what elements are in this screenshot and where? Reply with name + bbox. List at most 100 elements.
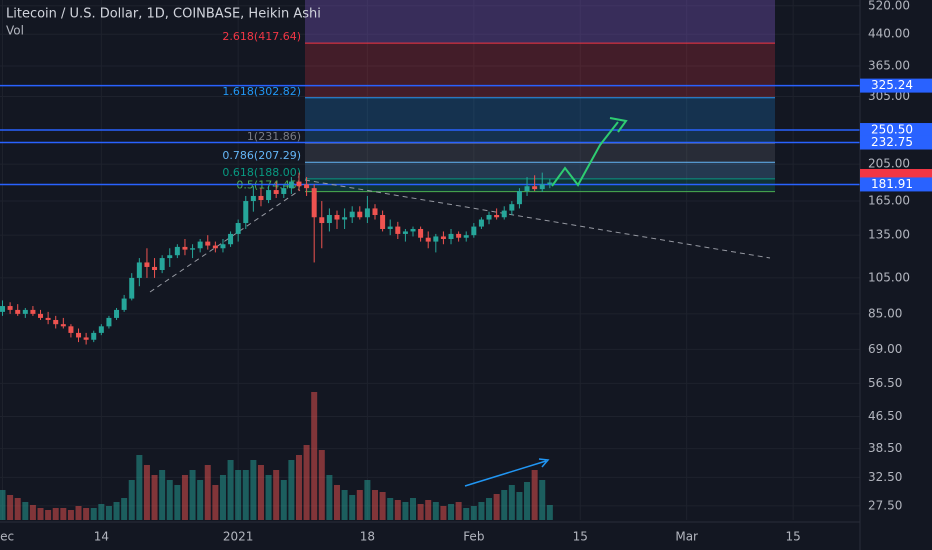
candle-body [159,258,165,271]
price-label-box [860,135,932,150]
candle-body [83,337,89,340]
volume-bar [470,506,477,520]
volume-bar [546,505,553,520]
volume-bar [524,482,531,520]
fib-zone [305,143,775,163]
candle-body [174,246,180,256]
y-tick-label: 520.00 [868,0,910,12]
candle-body [250,195,256,202]
volume-bar [493,494,500,520]
candle-body [516,191,522,205]
volume-bar [242,470,249,520]
volume-bar [379,492,386,520]
fib-label: 2.618(417.64) [222,30,301,43]
volume-bar [463,508,470,520]
candle-body [0,306,6,312]
candle-body [402,231,408,234]
y-tick-label: 46.50 [868,409,902,423]
candle-body [478,219,484,227]
x-tick-label: 15 [573,530,588,544]
volume-bar [204,465,211,520]
candle-body [121,298,127,310]
volume-bar [318,450,325,520]
y-tick-label: 69.00 [868,342,902,356]
x-tick-label: Dec [0,530,14,544]
x-tick-label: 2021 [223,530,254,544]
volume-bar [98,504,105,520]
candle-body [76,332,82,338]
volume-bar [83,508,90,520]
candle-body [68,326,74,333]
candle-body [98,326,104,333]
candle-body [387,226,393,229]
candle-body [326,215,332,224]
candle-body [129,277,135,299]
candle-body [281,188,287,194]
candle-body [471,226,477,236]
volume-bar [29,505,36,520]
volume-bar [333,485,340,520]
volume-bar [432,502,439,520]
y-tick-label: 38.50 [868,441,902,455]
candle-body [197,241,203,249]
volume-bar [372,490,379,520]
candle-body [334,215,340,220]
volume-bar [394,500,401,520]
candle-body [243,201,249,224]
candle-body [440,236,446,239]
candle-body [288,181,294,189]
volume-bar [189,470,196,520]
candle-body [395,226,401,234]
volume-bar [387,498,394,520]
volume-bar [121,498,128,520]
candle-body [364,208,370,218]
candle-body [380,215,386,229]
trend-line [149,189,301,293]
y-tick-label: 135.00 [868,228,910,242]
volume-bar [174,485,181,520]
fib-label: 1(231.86) [247,130,301,143]
price-label: 250.50 [871,123,913,137]
candle-body [205,241,211,246]
candle-body [418,228,424,238]
volume-bar [349,495,356,520]
candle-body [486,215,492,220]
volume-bar [402,502,409,520]
volume-bar [166,480,173,520]
candle-body [266,190,272,201]
volume-bar [311,392,318,520]
volume-bar [486,498,493,520]
candle-body [190,248,196,250]
candle-body [433,236,439,242]
volume-bar [280,480,287,520]
candle-body [296,181,302,187]
volume-bar [501,490,508,520]
volume-bar [250,460,257,520]
candle-body [30,309,36,314]
volume-bar [0,490,6,520]
candle-body [342,217,348,220]
volume-bar [455,502,462,520]
volume-bar [364,480,371,520]
y-tick-label: 32.50 [868,470,902,484]
x-tick-label: 15 [785,530,800,544]
volume-bar [219,475,226,520]
fib-top-zone [305,0,775,43]
price-label-box [860,177,932,192]
volume-bar [288,460,295,520]
candle-body [60,324,66,327]
candle-body [167,255,173,259]
volume-bar [181,475,188,520]
candle-body [524,186,530,192]
fib-retracement: 2.618(417.64) 1.618(302.82) 1(231.86) 0.786… [222,30,775,193]
volume-bar [22,502,29,520]
volume-bar [37,508,44,520]
candle-body [228,233,234,245]
volume-bar [136,455,143,520]
candle-body [136,262,142,278]
candle-body [532,186,538,190]
candle-body [509,204,515,211]
volume-bar [212,485,219,520]
